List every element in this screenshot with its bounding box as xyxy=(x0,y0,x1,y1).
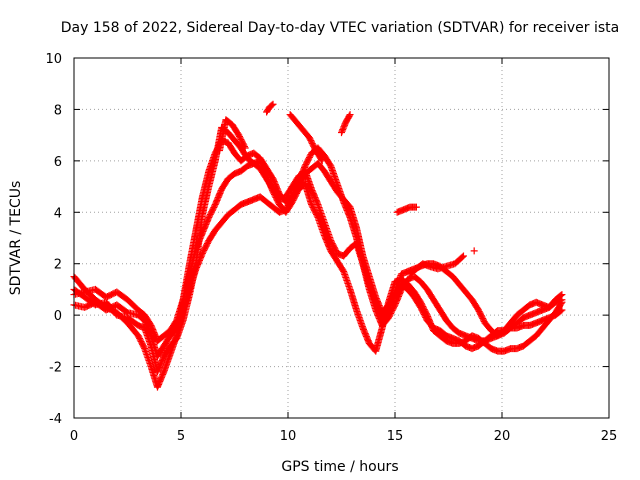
track-marker xyxy=(132,329,140,337)
track-marker xyxy=(338,127,346,135)
track-marker xyxy=(78,291,86,299)
track-marker xyxy=(345,112,353,120)
track-marker xyxy=(341,121,349,129)
track-marker xyxy=(310,144,318,152)
x-tick-label: 10 xyxy=(280,429,297,444)
x-tick-label: 15 xyxy=(387,429,404,444)
track-marker xyxy=(211,158,219,166)
track-marker xyxy=(434,303,442,311)
track-marker xyxy=(287,196,295,204)
track-marker xyxy=(229,147,237,155)
track-marker xyxy=(89,299,97,307)
track-marker xyxy=(304,132,312,140)
track-marker xyxy=(165,345,173,353)
track-marker xyxy=(267,102,275,110)
data-points xyxy=(70,100,566,391)
track-marker xyxy=(317,154,325,162)
track-marker xyxy=(411,203,419,211)
track-marker xyxy=(171,336,179,344)
x-tick-label: 5 xyxy=(177,429,185,444)
track-marker xyxy=(204,184,212,192)
track-marker xyxy=(441,314,449,322)
x-tick-label: 20 xyxy=(494,429,511,444)
track-marker xyxy=(365,279,373,287)
track-marker xyxy=(325,159,333,167)
track-marker xyxy=(557,307,565,315)
y-tick-label: -2 xyxy=(49,361,62,376)
track-marker xyxy=(233,129,241,137)
track-marker xyxy=(179,318,187,326)
track-marker xyxy=(457,254,465,262)
track-marker xyxy=(320,217,328,225)
track-marker xyxy=(345,113,353,121)
y-tick-label: 4 xyxy=(54,206,62,221)
track-marker xyxy=(352,305,360,313)
track-marker xyxy=(147,341,155,348)
track-marker xyxy=(556,308,564,316)
track-marker xyxy=(210,203,218,211)
y-axis-label: SDTVAR / TECUs xyxy=(8,181,24,296)
track-marker xyxy=(422,313,430,321)
track-marker xyxy=(268,101,276,109)
track-marker xyxy=(340,123,348,131)
track-marker xyxy=(325,175,333,183)
track-marker xyxy=(383,309,391,317)
track-marker xyxy=(139,342,147,350)
track-marker xyxy=(287,185,295,193)
track-marker xyxy=(240,141,248,149)
y-tick-label: 6 xyxy=(54,155,62,170)
track-marker xyxy=(339,124,347,132)
plot-frame xyxy=(73,57,610,419)
y-tick-label: 0 xyxy=(54,309,62,324)
track-marker xyxy=(273,207,281,215)
track-marker xyxy=(158,345,166,353)
x-axis-label: GPS time / hours xyxy=(281,459,398,475)
track-marker xyxy=(332,255,340,263)
x-tick-label: 25 xyxy=(601,429,618,444)
track-marker xyxy=(352,233,360,241)
track-marker xyxy=(339,126,347,134)
chart-title: Day 158 of 2022, Sidereal Day-to-day VTE… xyxy=(61,20,619,36)
data-point xyxy=(470,247,478,255)
axis-ticks: 0 5 10 15 20 25 -4 -2 0 2 4 6 8 10 xyxy=(45,52,617,444)
track-marker xyxy=(473,303,481,311)
track-marker xyxy=(226,119,234,127)
data-point xyxy=(338,129,345,137)
track-marker xyxy=(121,307,129,315)
track-marker xyxy=(317,156,325,164)
track-marker xyxy=(306,152,314,160)
track-marker xyxy=(417,261,425,269)
track-marker xyxy=(261,172,269,180)
track-marker xyxy=(346,284,354,292)
track-marker xyxy=(333,179,341,186)
x-tick-label: 0 xyxy=(70,429,78,444)
y-tick-label: 8 xyxy=(54,103,62,118)
track-marker xyxy=(254,163,262,171)
track-marker xyxy=(371,297,379,305)
track-marker xyxy=(428,293,436,301)
y-tick-label: -4 xyxy=(49,412,62,427)
track-marker xyxy=(338,265,346,273)
track-marker xyxy=(165,334,173,342)
grid-lines xyxy=(74,58,609,418)
track-marker xyxy=(267,183,275,191)
track-marker xyxy=(492,328,500,336)
track-marker xyxy=(557,296,565,304)
y-tick-label: 2 xyxy=(54,258,62,273)
track-marker xyxy=(358,258,366,266)
track-marker xyxy=(132,320,140,328)
track-marker xyxy=(185,292,193,300)
track-marker xyxy=(203,239,211,247)
track-marker xyxy=(458,253,466,261)
track-marker xyxy=(240,143,248,151)
y-tick-label: 10 xyxy=(45,52,62,67)
track-marker xyxy=(479,316,487,324)
track-marker xyxy=(210,229,218,237)
track-marker xyxy=(415,301,423,309)
